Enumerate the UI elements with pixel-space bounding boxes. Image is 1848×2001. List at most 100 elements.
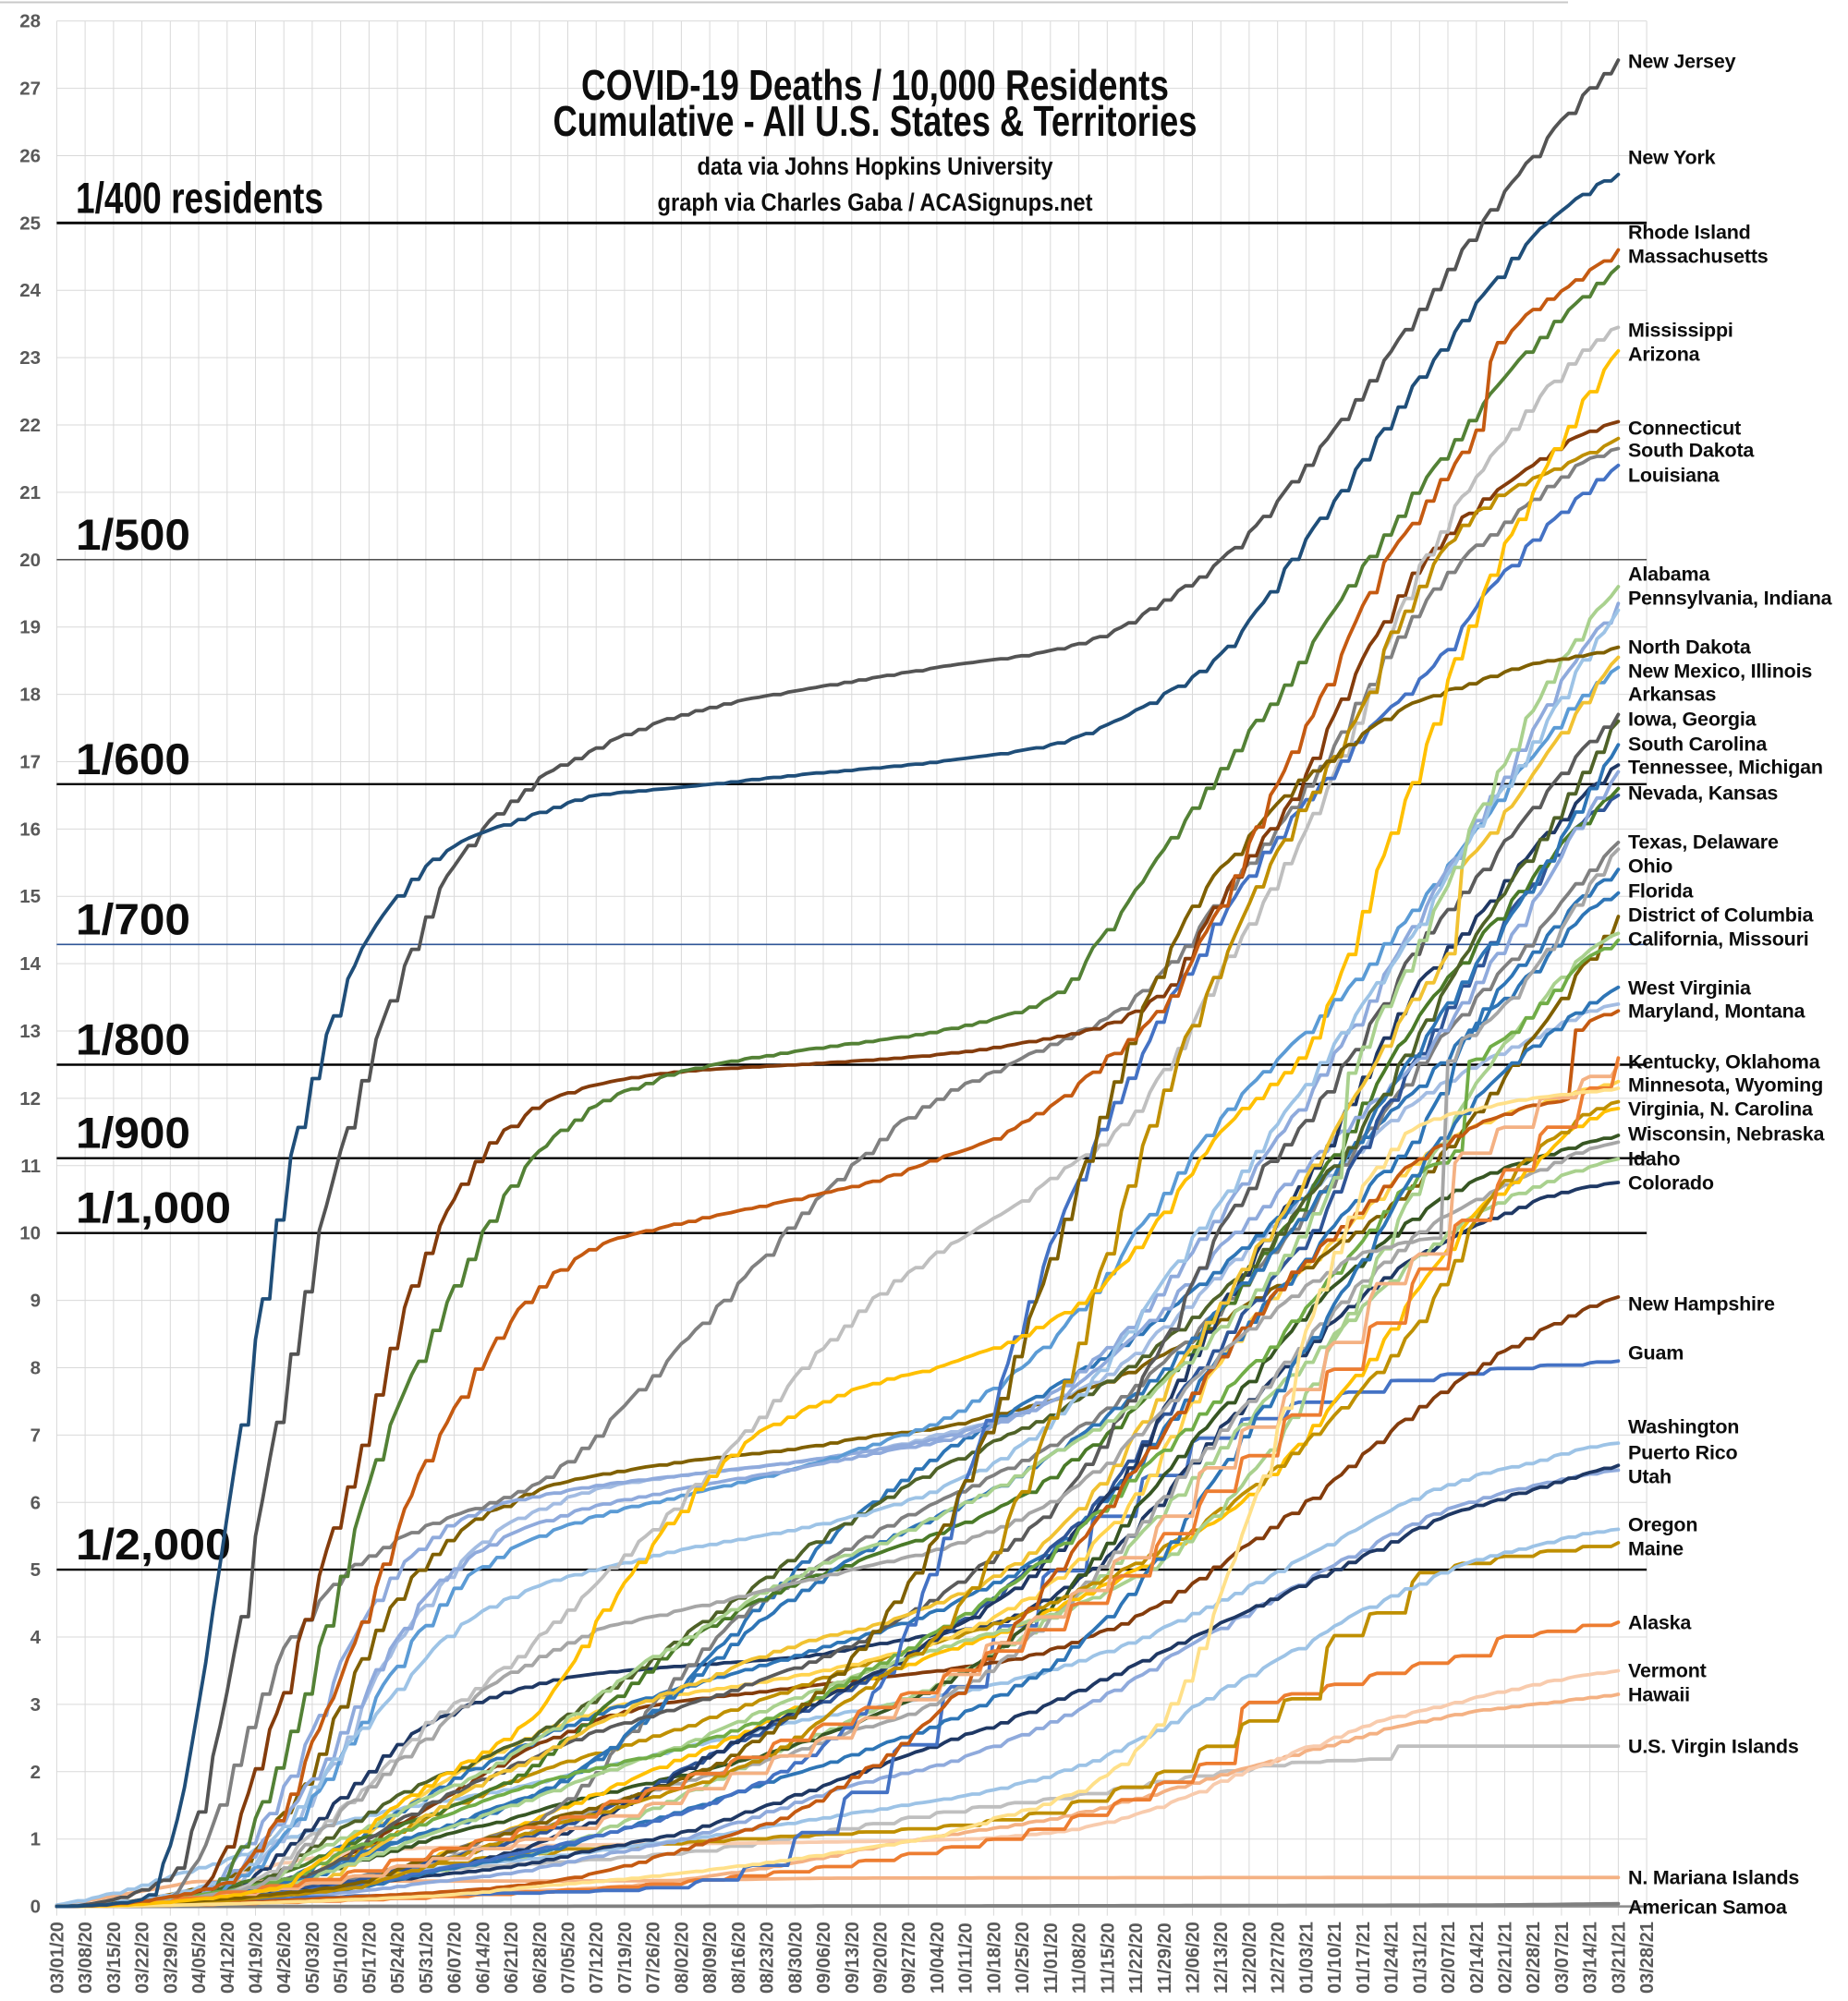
svg-text:1/1,000: 1/1,000: [76, 1183, 231, 1232]
svg-text:06/14/20: 06/14/20: [473, 1922, 493, 1994]
svg-text:Minnesota, Wyoming: Minnesota, Wyoming: [1628, 1074, 1823, 1097]
svg-text:03/29/20: 03/29/20: [161, 1922, 181, 1994]
svg-text:04/12/20: 04/12/20: [218, 1922, 238, 1994]
svg-text:Alabama: Alabama: [1628, 564, 1710, 586]
svg-text:2: 2: [30, 1762, 41, 1783]
svg-text:Oregon: Oregon: [1628, 1514, 1697, 1536]
svg-text:19: 19: [19, 617, 41, 638]
svg-text:1/600: 1/600: [76, 734, 190, 783]
svg-text:Pennsylvania, Indiana: Pennsylvania, Indiana: [1628, 588, 1833, 610]
svg-text:13: 13: [19, 1021, 41, 1042]
svg-text:03/21/21: 03/21/21: [1609, 1922, 1629, 1994]
svg-text:1/500: 1/500: [76, 510, 190, 559]
svg-text:1/800: 1/800: [76, 1015, 190, 1064]
svg-text:10/04/20: 10/04/20: [928, 1922, 948, 1994]
svg-text:Florida: Florida: [1628, 880, 1695, 903]
svg-text:12/27/20: 12/27/20: [1269, 1922, 1289, 1994]
svg-text:03/15/20: 03/15/20: [104, 1922, 125, 1994]
svg-text:North Dakota: North Dakota: [1628, 637, 1752, 659]
svg-text:9: 9: [30, 1291, 41, 1312]
svg-text:Nevada, Kansas: Nevada, Kansas: [1628, 782, 1778, 805]
svg-text:Utah: Utah: [1628, 1466, 1672, 1488]
svg-text:08/23/20: 08/23/20: [758, 1922, 778, 1994]
svg-text:7: 7: [30, 1425, 41, 1446]
svg-text:Puerto Rico: Puerto Rico: [1628, 1442, 1738, 1464]
svg-text:10: 10: [19, 1223, 41, 1244]
svg-text:New Hampshire: New Hampshire: [1628, 1293, 1775, 1316]
svg-text:24: 24: [19, 280, 41, 301]
svg-text:05/03/20: 05/03/20: [303, 1922, 323, 1994]
svg-text:02/07/21: 02/07/21: [1439, 1922, 1459, 1994]
svg-text:16: 16: [19, 819, 41, 840]
svg-text:Cumulative - All U.S. States &: Cumulative - All U.S. States & Territori…: [553, 97, 1198, 145]
svg-text:22: 22: [19, 415, 41, 436]
svg-text:Wisconsin, Nebraska: Wisconsin, Nebraska: [1628, 1123, 1826, 1146]
svg-text:01/24/21: 01/24/21: [1382, 1922, 1403, 1994]
svg-text:COVID-19 Deaths / 10,000 Resid: COVID-19 Deaths / 10,000 Residents: [581, 61, 1169, 109]
svg-text:09/06/20: 09/06/20: [814, 1922, 834, 1994]
svg-text:1/700: 1/700: [76, 894, 190, 943]
svg-text:10/25/20: 10/25/20: [1013, 1922, 1033, 1994]
svg-text:15: 15: [19, 886, 41, 907]
svg-text:California, Missouri: California, Missouri: [1628, 928, 1809, 951]
svg-text:Iowa, Georgia: Iowa, Georgia: [1628, 709, 1757, 731]
svg-text:10/18/20: 10/18/20: [984, 1922, 1004, 1994]
svg-text:09/13/20: 09/13/20: [843, 1922, 863, 1994]
svg-text:28: 28: [19, 11, 41, 32]
svg-text:1: 1: [30, 1829, 41, 1850]
svg-text:Massachusetts: Massachusetts: [1628, 246, 1769, 268]
svg-text:American Samoa: American Samoa: [1628, 1897, 1788, 1919]
svg-text:11/22/20: 11/22/20: [1126, 1922, 1147, 1994]
svg-text:South Carolina: South Carolina: [1628, 734, 1768, 756]
svg-text:07/19/20: 07/19/20: [615, 1922, 636, 1994]
svg-text:18: 18: [19, 685, 41, 706]
svg-text:26: 26: [19, 146, 41, 167]
svg-text:08/02/20: 08/02/20: [672, 1922, 692, 1994]
svg-text:11: 11: [20, 1156, 41, 1177]
svg-text:06/28/20: 06/28/20: [530, 1922, 551, 1994]
svg-text:27: 27: [19, 79, 41, 100]
svg-text:04/05/20: 04/05/20: [189, 1922, 210, 1994]
svg-text:Arizona: Arizona: [1628, 344, 1701, 366]
svg-text:11/15/20: 11/15/20: [1098, 1922, 1118, 1994]
svg-text:03/28/21: 03/28/21: [1637, 1922, 1658, 1994]
svg-text:08/30/20: 08/30/20: [785, 1922, 806, 1994]
svg-text:03/08/20: 03/08/20: [76, 1922, 96, 1994]
svg-text:Arkansas: Arkansas: [1628, 684, 1716, 706]
svg-text:South Dakota: South Dakota: [1628, 440, 1755, 462]
svg-text:09/27/20: 09/27/20: [899, 1922, 919, 1994]
svg-text:Maine: Maine: [1628, 1538, 1684, 1560]
svg-text:03/22/20: 03/22/20: [133, 1922, 153, 1994]
svg-text:Vermont: Vermont: [1628, 1660, 1707, 1682]
svg-text:02/14/21: 02/14/21: [1467, 1922, 1488, 1994]
svg-text:05/10/20: 05/10/20: [332, 1922, 352, 1994]
svg-text:20: 20: [19, 550, 41, 571]
svg-text:Guam: Guam: [1628, 1342, 1684, 1364]
svg-text:05/17/20: 05/17/20: [359, 1922, 380, 1994]
svg-text:25: 25: [19, 212, 41, 234]
svg-text:17: 17: [19, 752, 41, 773]
svg-text:09/20/20: 09/20/20: [871, 1922, 892, 1994]
svg-text:3: 3: [30, 1694, 41, 1716]
svg-text:New Mexico, Illinois: New Mexico, Illinois: [1628, 661, 1812, 683]
svg-text:02/28/21: 02/28/21: [1524, 1922, 1544, 1994]
svg-text:02/21/21: 02/21/21: [1496, 1922, 1516, 1994]
svg-text:Hawaii: Hawaii: [1628, 1684, 1690, 1706]
svg-text:8: 8: [30, 1358, 41, 1379]
svg-text:06/07/20: 06/07/20: [445, 1922, 466, 1994]
svg-text:12/06/20: 12/06/20: [1184, 1922, 1204, 1994]
svg-text:05/24/20: 05/24/20: [388, 1922, 408, 1994]
svg-text:Mississippi: Mississippi: [1628, 320, 1733, 342]
svg-text:03/14/21: 03/14/21: [1581, 1922, 1601, 1994]
svg-text:1/400 residents: 1/400 residents: [76, 173, 323, 222]
svg-text:01/31/21: 01/31/21: [1410, 1922, 1430, 1994]
svg-text:07/12/20: 07/12/20: [587, 1922, 607, 1994]
svg-text:03/07/21: 03/07/21: [1552, 1922, 1573, 1994]
svg-text:Kentucky, Oklahoma: Kentucky, Oklahoma: [1628, 1051, 1821, 1073]
svg-text:12/20/20: 12/20/20: [1240, 1922, 1260, 1994]
svg-text:11/08/20: 11/08/20: [1070, 1922, 1090, 1994]
svg-text:Ohio: Ohio: [1628, 855, 1672, 878]
svg-text:01/03/21: 01/03/21: [1296, 1922, 1317, 1994]
svg-text:Colorado: Colorado: [1628, 1172, 1714, 1195]
svg-text:N. Mariana Islands: N. Mariana Islands: [1628, 1867, 1799, 1889]
